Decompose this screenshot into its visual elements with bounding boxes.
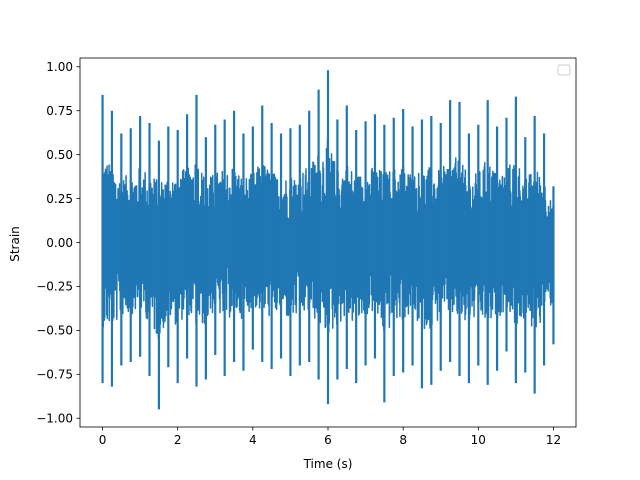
x-tick-label: 6: [324, 433, 332, 447]
x-tick-label: 12: [546, 433, 561, 447]
legend-box: [557, 64, 571, 76]
x-tick-label: 4: [249, 433, 257, 447]
x-tick-label: 8: [399, 433, 407, 447]
plot-area: [101, 70, 555, 410]
y-tick-label: 1.00: [46, 60, 73, 74]
y-tick-label: 0.75: [46, 104, 73, 118]
x-tick-label: 2: [174, 433, 182, 447]
x-axis-label: Time (s): [303, 457, 353, 471]
axes: 0 2 4 6 8 10 12 −1.00 −0.75 −0.50 −0.25 0.00 0.25 0.5…: [36, 57, 577, 447]
y-tick-label: 0.50: [46, 148, 73, 162]
y-tick-label: −1.00: [36, 412, 73, 426]
y-tick-label: 0.25: [46, 192, 73, 206]
y-tick-label: −0.50: [36, 324, 73, 338]
legend: [557, 64, 571, 76]
y-axis-label: Strain: [8, 226, 22, 262]
y-tick-label: 0.00: [46, 236, 73, 250]
x-tick-label: 10: [471, 433, 486, 447]
x-tick-label: 0: [99, 433, 107, 447]
y-tick-label: −0.75: [36, 368, 73, 382]
y-tick-label: −0.25: [36, 280, 73, 294]
